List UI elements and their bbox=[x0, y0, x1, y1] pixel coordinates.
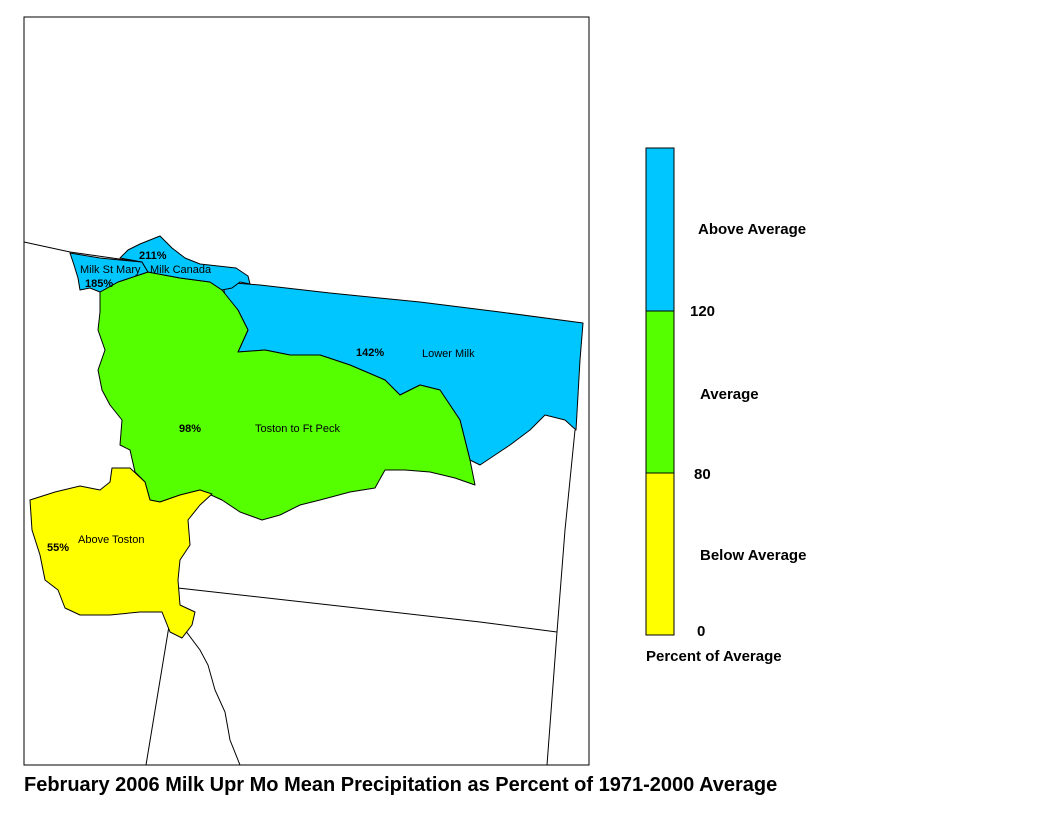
percent-label-lower-milk: 142% bbox=[356, 347, 384, 359]
legend-swatch-average bbox=[645, 310, 675, 474]
region-toston-ft-peck[interactable] bbox=[97, 271, 476, 521]
legend-break-0: 0 bbox=[697, 623, 705, 640]
legend-caption: Percent of Average bbox=[646, 648, 782, 665]
name-label-milk-st-mary: Milk St Mary bbox=[80, 264, 141, 276]
legend-break-80: 80 bbox=[694, 466, 711, 483]
legend-swatch-above bbox=[645, 147, 675, 312]
name-label-toston-ft-peck: Toston to Ft Peck bbox=[255, 423, 340, 435]
name-label-milk-canada: Milk Canada bbox=[150, 264, 212, 276]
name-label-above-toston: Above Toston bbox=[78, 534, 144, 546]
state-boundary-east bbox=[556, 429, 576, 633]
state-boundary-middle bbox=[177, 587, 558, 633]
name-label-lower-milk: Lower Milk bbox=[422, 348, 475, 360]
region-milk-st-mary[interactable] bbox=[69, 252, 149, 293]
region-milk-canada[interactable] bbox=[119, 235, 251, 291]
legend: Above Average 120 Average 80 Below Avera… bbox=[645, 147, 806, 665]
percent-label-milk-st-mary: 185% bbox=[85, 278, 113, 290]
percent-label-toston-ft-peck: 98% bbox=[179, 423, 201, 435]
state-boundary-west-lower bbox=[145, 619, 171, 766]
legend-label-below: Below Average bbox=[700, 547, 806, 564]
state-boundary-north-west bbox=[23, 241, 141, 263]
percent-label-above-toston: 55% bbox=[47, 542, 69, 554]
state-boundary-east-lower bbox=[546, 631, 558, 766]
region-above-toston[interactable] bbox=[29, 467, 213, 639]
river-line bbox=[184, 629, 241, 766]
legend-swatch-below bbox=[645, 472, 675, 636]
map-title: February 2006 Milk Upr Mo Mean Precipita… bbox=[24, 774, 778, 796]
legend-break-120: 120 bbox=[690, 303, 715, 320]
legend-label-above: Above Average bbox=[698, 221, 806, 238]
percent-label-milk-canada: 211% bbox=[139, 250, 167, 262]
legend-label-average: Average bbox=[700, 386, 759, 403]
